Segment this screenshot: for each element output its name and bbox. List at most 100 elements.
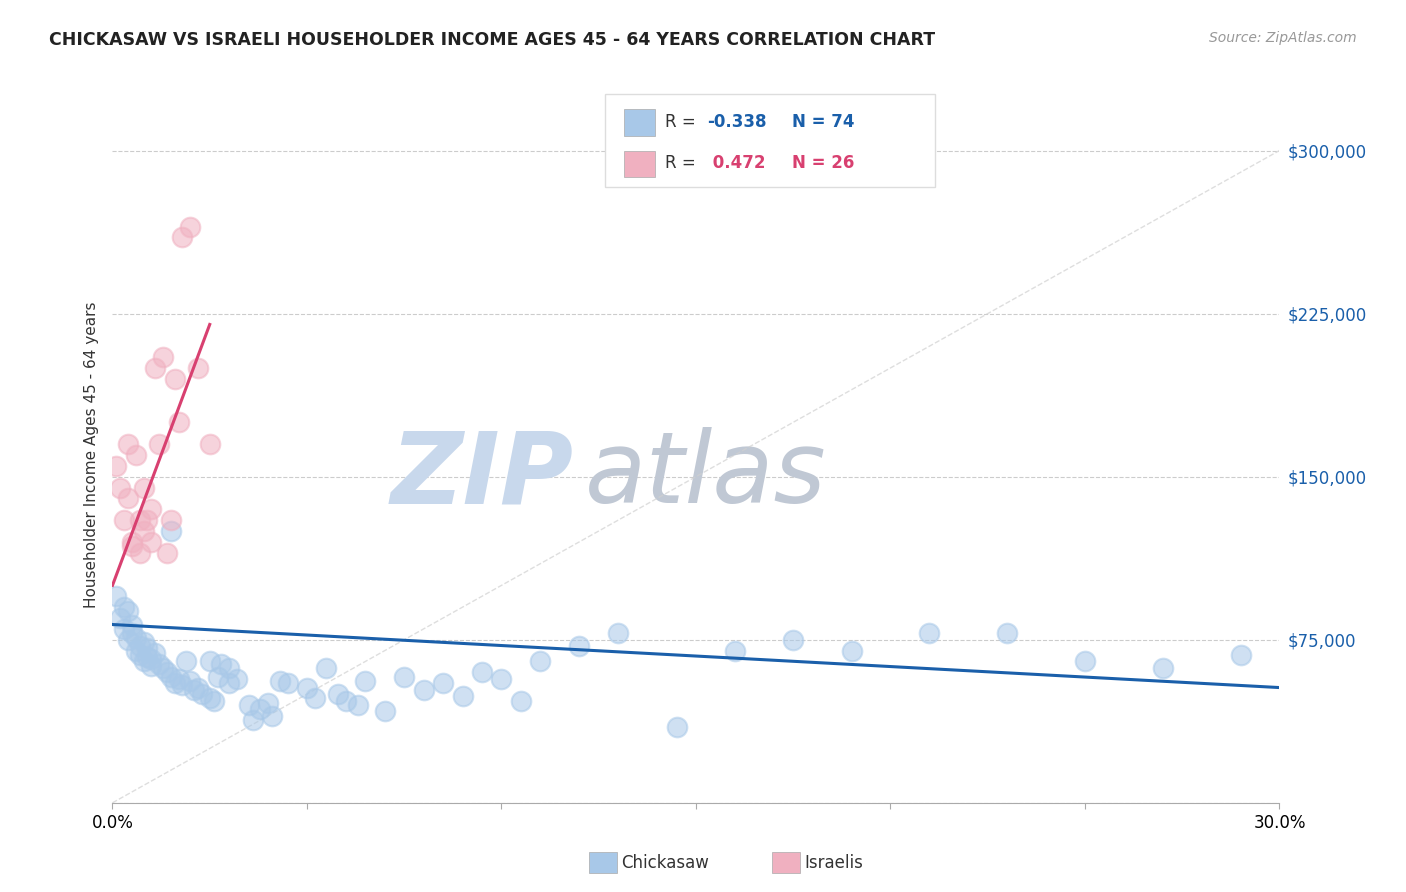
Point [121,539,143,553]
Text: Chickasaw: Chickasaw [621,854,710,871]
Point [218,661,240,675]
Point [167,415,190,429]
Point [260,708,283,723]
Point [117,632,139,647]
Point [128,513,150,527]
Point [179,219,201,234]
Point [172,678,194,692]
Point [163,372,186,386]
Point [191,687,214,701]
Text: Israelis: Israelis [804,854,863,871]
Point [163,676,186,690]
Point [132,481,155,495]
Point [209,657,232,671]
Point [172,230,194,244]
Point [136,513,159,527]
Point [125,643,148,657]
Point [121,626,143,640]
Point [724,643,747,657]
Point [665,720,688,734]
Point [187,681,209,695]
Point [432,676,454,690]
Point [141,652,163,666]
Point [568,639,591,653]
Point [121,535,143,549]
Point [160,524,183,538]
Point [304,691,326,706]
Point [167,672,190,686]
Point [117,437,139,451]
Point [112,600,135,615]
Point [249,702,271,716]
Point [841,643,863,657]
Text: N = 74: N = 74 [792,112,853,130]
Point [1229,648,1251,662]
Point [1152,661,1174,675]
Point [141,658,163,673]
Point [607,626,630,640]
Point [160,513,183,527]
Point [105,458,128,473]
Point [226,672,249,686]
Point [136,641,159,656]
Point [183,682,205,697]
Point [110,481,132,495]
Point [269,674,291,689]
Text: -0.338: -0.338 [707,112,766,130]
Point [295,681,318,695]
Text: R =: R = [665,112,702,130]
Y-axis label: Householder Income Ages 45 - 64 years: Householder Income Ages 45 - 64 years [83,301,98,608]
Point [110,611,132,625]
Point [176,655,198,669]
Point [128,546,150,560]
Point [112,513,135,527]
Point [198,437,221,451]
Point [117,605,139,619]
Point [491,672,513,686]
Text: R =: R = [665,154,702,172]
Point [117,491,139,506]
Point [143,646,166,660]
Point [238,698,260,712]
Point [257,696,280,710]
Point [412,682,434,697]
Point [218,676,240,690]
Point [471,665,494,680]
Point [141,502,163,516]
Point [782,632,804,647]
Point [187,361,209,376]
Point [198,655,221,669]
Point [509,693,531,707]
Point [1074,655,1097,669]
Point [105,589,128,603]
Point [125,631,148,645]
Point [276,676,298,690]
Point [141,535,163,549]
Point [148,437,170,451]
Point [132,635,155,649]
Point [128,639,150,653]
Point [326,687,349,701]
Point [374,705,396,719]
Point [128,648,150,662]
Point [995,626,1018,640]
Point [202,693,225,707]
Point [242,713,264,727]
Text: N = 26: N = 26 [792,154,853,172]
Point [156,665,179,680]
Text: atlas: atlas [585,427,827,524]
Point [156,546,179,560]
Point [136,650,159,665]
Point [132,524,155,538]
Point [335,693,357,707]
Point [315,661,337,675]
Point [451,690,474,704]
Point [132,655,155,669]
Text: CHICKASAW VS ISRAELI HOUSEHOLDER INCOME AGES 45 - 64 YEARS CORRELATION CHART: CHICKASAW VS ISRAELI HOUSEHOLDER INCOME … [49,31,935,49]
Point [198,691,221,706]
Point [207,670,229,684]
Point [346,698,368,712]
Text: ZIP: ZIP [391,427,574,524]
Text: 0.472: 0.472 [707,154,766,172]
Point [179,674,201,689]
